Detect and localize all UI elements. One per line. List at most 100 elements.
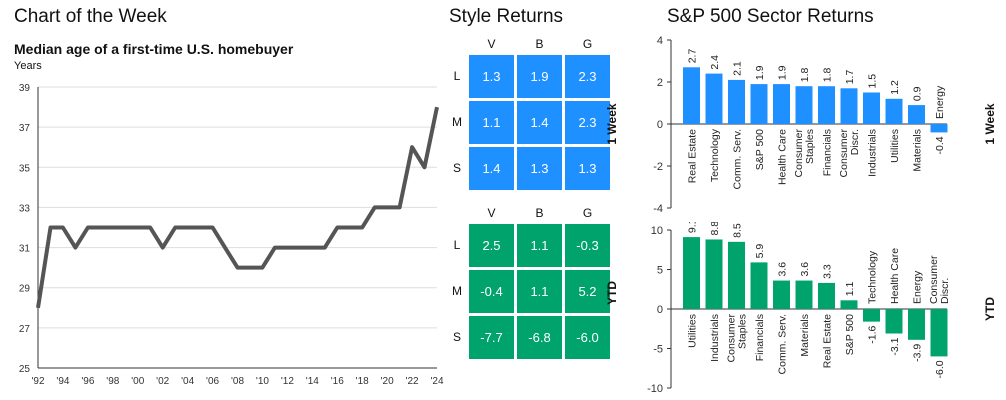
sector-week-category-label: Materials <box>912 129 924 172</box>
sector-week-y-tick: 0 <box>657 119 663 131</box>
style-ytd-period-label: YTD <box>605 281 619 305</box>
sector-week-bar <box>683 67 700 124</box>
sector-week-bar <box>818 86 835 124</box>
sector-panel-title: S&P 500 Sector Returns <box>667 6 874 27</box>
style-week-grid: 1.3 1.9 2.3 1.1 1.4 2.3 1.4 1.3 1.3 <box>469 55 610 190</box>
style-week-col-header: B <box>535 37 544 51</box>
sector-week-y-tick: -2 <box>653 161 663 173</box>
sector-ytd-y-tick: 5 <box>657 265 663 277</box>
sector-week-y-tick: 2 <box>657 77 663 89</box>
sector-week-bar <box>885 98 903 124</box>
sector-week-period-label: 1 Week <box>983 103 997 144</box>
line-chart-y-tick: 31 <box>19 244 31 255</box>
sector-week-value-label: 1.2 <box>889 80 901 95</box>
sector-ytd-y-tick: -10 <box>647 383 663 395</box>
sector-ytd-chart: -10 -5 0 5 10 9.1 Utilities 8.8 Industrials 8.5 Co… <box>647 222 997 395</box>
sector-ytd-category-label: Materials <box>799 314 811 357</box>
sector-week-bar <box>863 92 880 124</box>
sector-ytd-value-label: 3.3 <box>822 264 834 279</box>
sector-ytd-category-label: Energy <box>912 270 924 304</box>
style-week-cell: 1.4 <box>469 147 514 190</box>
line-chart-y-tick: 35 <box>19 163 31 174</box>
line-chart-y-tick: 37 <box>19 123 31 134</box>
sector-week-category-label: Staples <box>804 129 816 164</box>
sector-week-value-label: 1.5 <box>867 74 879 89</box>
line-chart-x-tick: '20 <box>381 376 394 387</box>
style-ytd-cell: -0.4 <box>469 270 514 313</box>
style-week-cell: 1.9 <box>517 55 562 98</box>
sector-ytd-category-label: Real Estate <box>822 314 834 368</box>
left-panel-title: Chart of the Week <box>14 6 167 27</box>
sector-week-value-label: 1.9 <box>777 65 789 80</box>
sector-week-value-label: 0.9 <box>912 86 924 101</box>
sector-ytd-bar <box>885 309 903 334</box>
line-chart-x-tick: '12 <box>281 376 294 387</box>
sector-ytd-bar <box>705 239 723 309</box>
line-chart-x-tick: '24 <box>430 376 443 387</box>
sector-week-value-label: 1.8 <box>822 67 834 82</box>
line-chart-x-tick: '16 <box>331 376 344 387</box>
line-chart-y-tick: 33 <box>19 203 31 214</box>
line-chart-x-tick: '00 <box>131 376 144 387</box>
sector-week-category-label: Utilities <box>889 129 901 163</box>
sector-week-bar <box>908 105 925 124</box>
sector-week-category-label: S&P 500 <box>754 129 766 170</box>
sector-week-value-label: 2.7 <box>687 49 699 64</box>
sector-week-bar <box>728 79 745 124</box>
line-chart-x-tick: '22 <box>406 376 419 387</box>
sector-week-value-label: 1.9 <box>754 65 766 80</box>
sector-week-value-label: 2.1 <box>732 61 744 76</box>
sector-ytd-bar <box>773 280 790 309</box>
sector-ytd-category-label: Comm. Serv. <box>777 314 789 374</box>
sector-week-category-label: Consumer <box>793 128 805 177</box>
line-chart-x-tick: '04 <box>181 376 194 387</box>
style-week-cell: 1.3 <box>517 147 562 190</box>
sector-week-bar <box>930 124 948 133</box>
sector-week-bar <box>840 88 858 124</box>
style-ytd-col-header: G <box>582 206 593 220</box>
style-week-row-header: L <box>453 69 461 83</box>
sector-ytd-value-label: 5.9 <box>754 244 766 259</box>
sector-week-bar <box>750 84 768 124</box>
line-chart-x-tick: '06 <box>206 376 219 387</box>
line-chart-x-tick: '18 <box>356 376 369 387</box>
style-ytd-grid: 2.5 1.1 -0.3 -0.4 1.1 5.2 -7.7 -6.8 -6.0 <box>469 224 610 359</box>
sector-week-category-label: Energy <box>934 85 946 119</box>
sector-ytd-category-label: Technology <box>867 250 879 304</box>
line-chart-x-tick: '10 <box>256 376 269 387</box>
sector-week-bar <box>795 86 813 124</box>
sector-ytd-bar <box>840 300 858 309</box>
sector-ytd-category-label: Discr. <box>939 278 951 304</box>
sector-ytd-y-tick: 0 <box>657 304 663 316</box>
sector-ytd-category-label: Utilities <box>687 314 699 348</box>
sector-week-value-label: 1.7 <box>844 70 856 85</box>
style-week-period-label: 1 Week <box>605 103 619 145</box>
style-week-cell: 2.3 <box>565 101 610 144</box>
line-chart-x-tick: '08 <box>231 376 244 387</box>
sector-ytd-y-tick: -5 <box>653 344 663 356</box>
sector-ytd-bar <box>930 309 948 357</box>
sector-ytd-category-label: Industrials <box>709 314 721 362</box>
line-chart-y-tick: 29 <box>19 284 31 295</box>
sector-week-category-label: Technology <box>709 128 721 182</box>
style-ytd-row-header: L <box>453 238 461 252</box>
sector-ytd-category-label: Health Care <box>889 248 901 304</box>
sector-ytd-bar <box>863 309 880 322</box>
sector-ytd-category-label: S&P 500 <box>844 314 856 355</box>
sector-ytd-value-label: -3.9 <box>912 344 924 362</box>
sector-ytd-value-label: 8.8 <box>709 222 721 235</box>
sector-ytd-value-label: -1.6 <box>867 325 879 343</box>
line-chart-subtitle: Median age of a first-time U.S. homebuye… <box>14 41 294 57</box>
line-chart-x-tick: '98 <box>106 376 119 387</box>
line-chart-y-tick: 39 <box>19 83 31 94</box>
sector-week-category-label: Industrials <box>867 129 879 177</box>
style-ytd-col-header: B <box>535 206 544 220</box>
line-chart-y-tick: 27 <box>19 324 31 335</box>
style-week-col-header: V <box>487 37 496 51</box>
sector-week-bar <box>705 73 723 124</box>
style-panel-title: Style Returns <box>449 6 564 27</box>
style-week-cell: 1.3 <box>565 147 610 190</box>
sector-ytd-y-tick: 10 <box>651 225 663 237</box>
line-chart-x-tick: '02 <box>156 376 169 387</box>
sector-ytd-bar <box>818 282 835 309</box>
